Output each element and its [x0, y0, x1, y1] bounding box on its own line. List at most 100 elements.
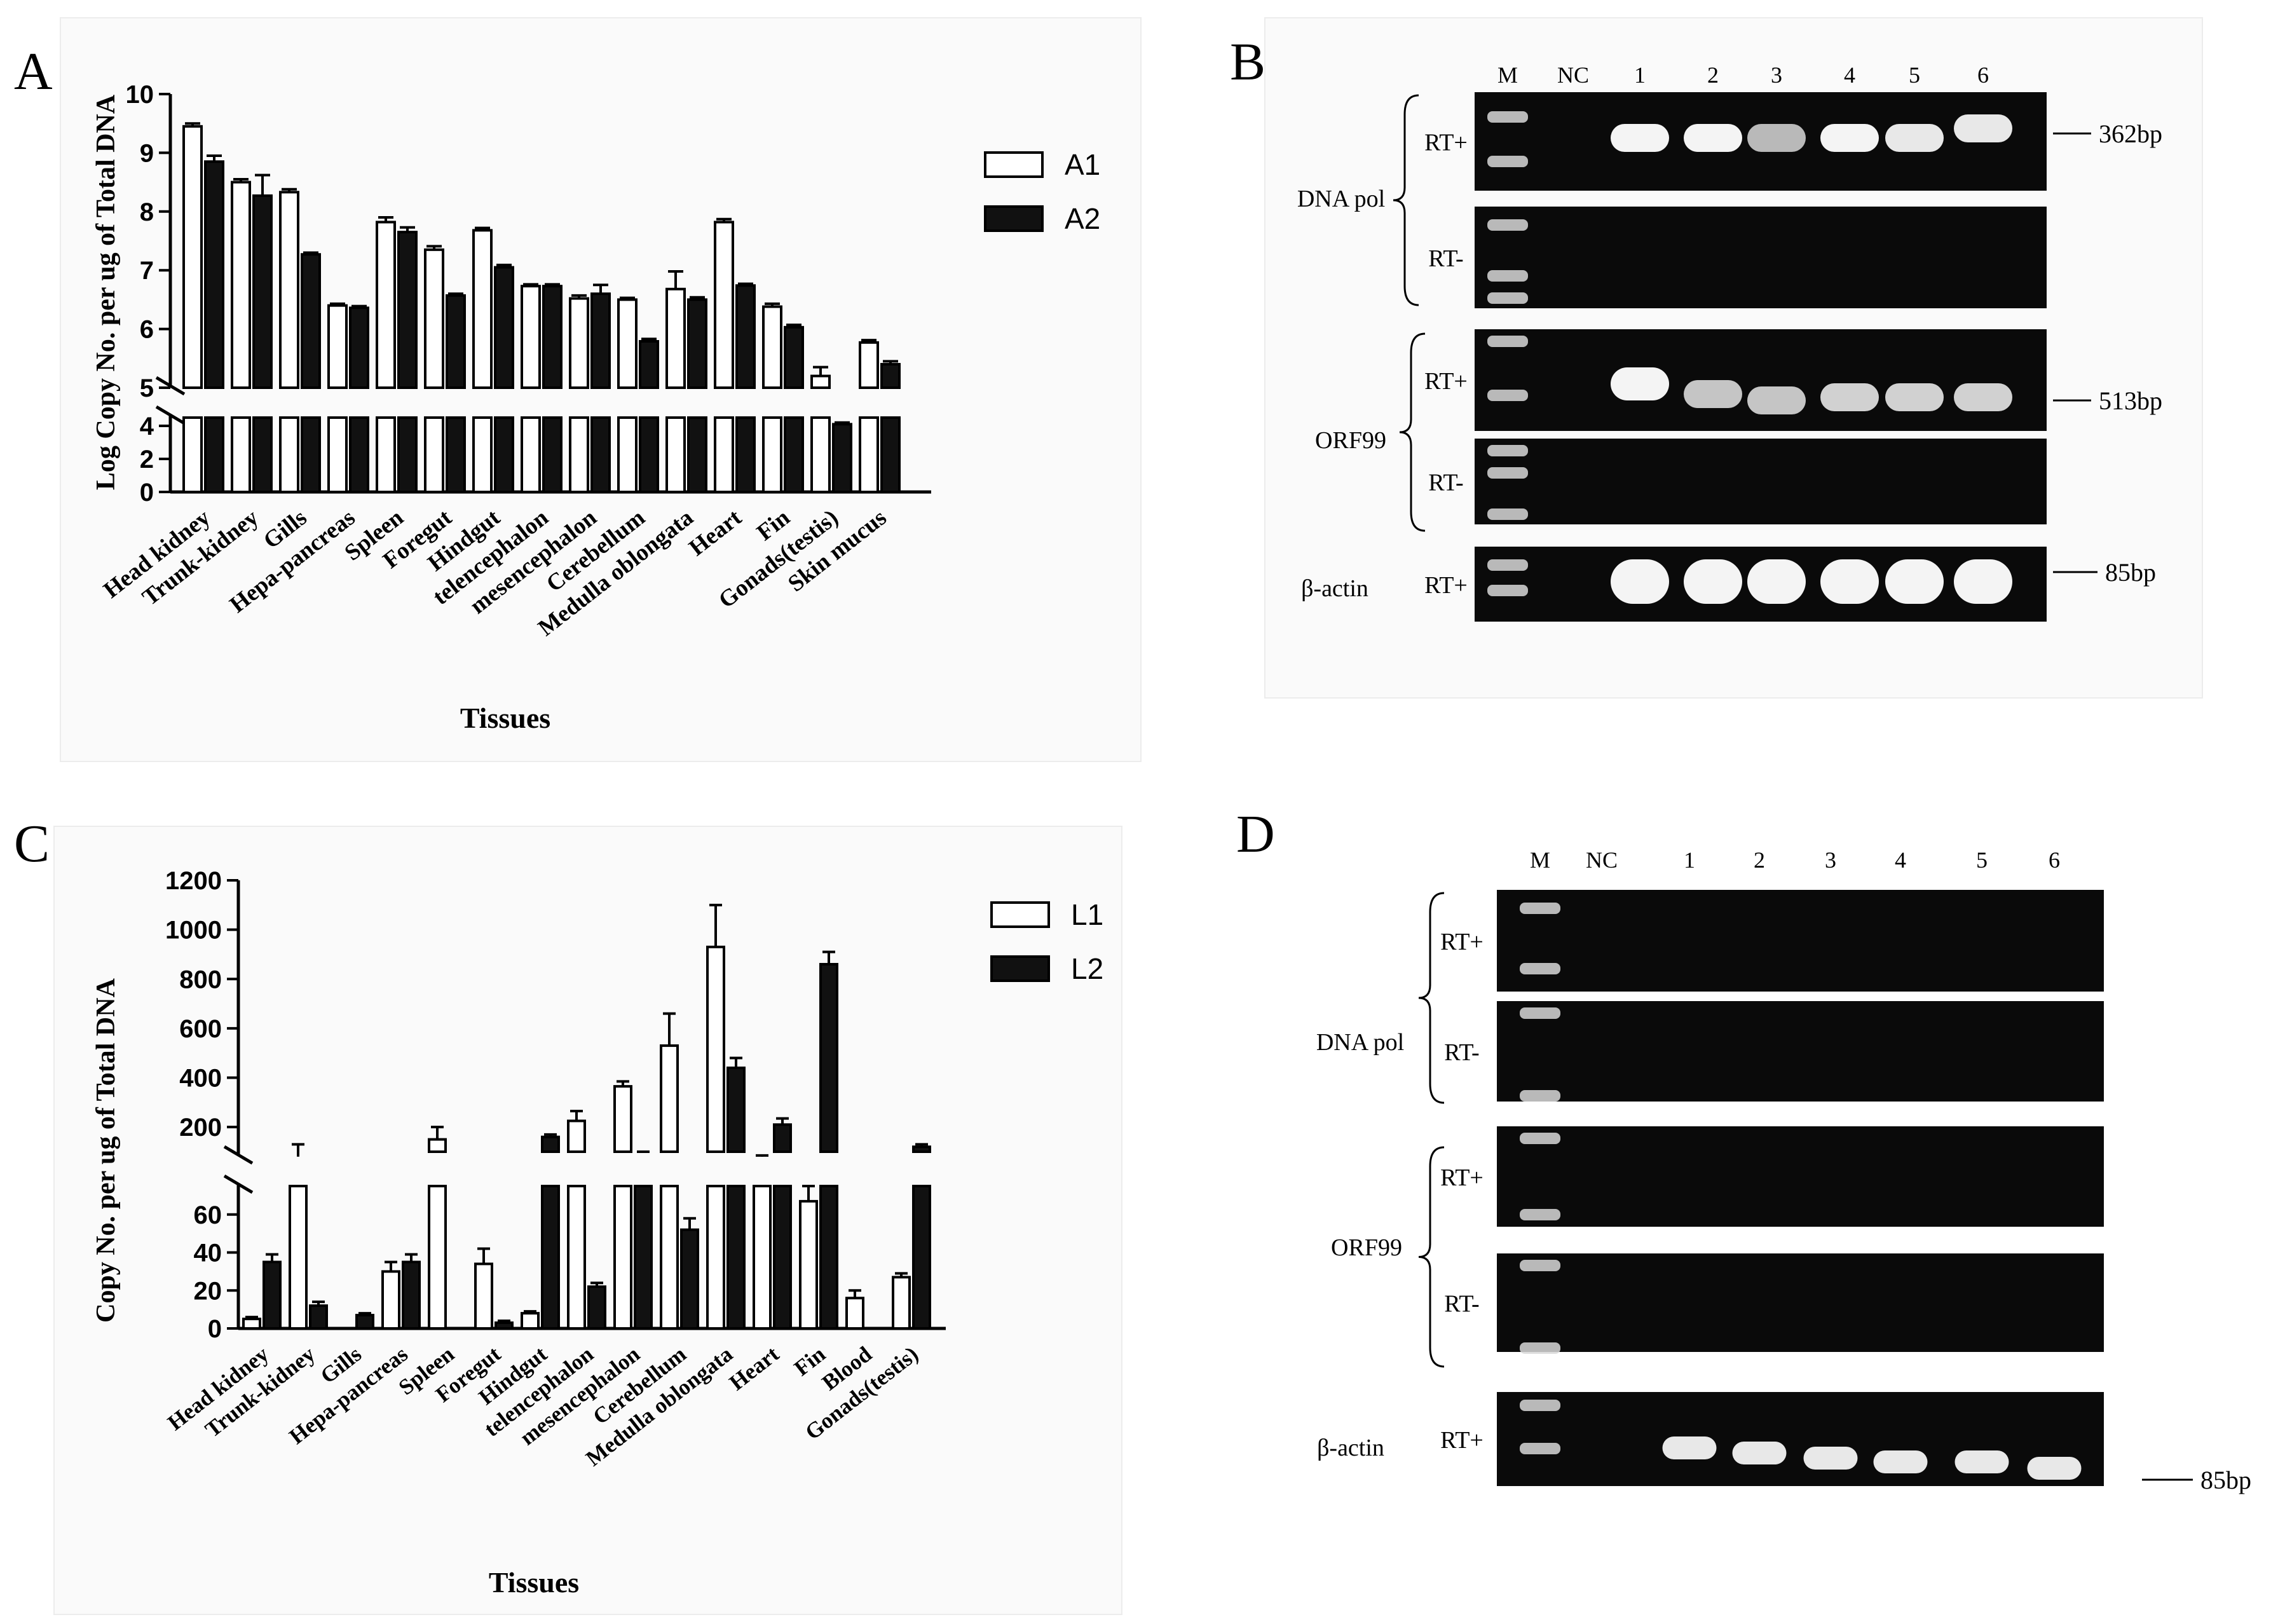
bar-L2: [355, 1314, 374, 1330]
panel-a-letter: A: [14, 42, 53, 101]
gel-strip: [1497, 1001, 2104, 1102]
gel-strip: [1475, 329, 2047, 431]
bar-L1-upper: [567, 1119, 586, 1154]
ladder-band: [1487, 559, 1528, 571]
bar-A1-upper: [182, 125, 203, 389]
bar-L1-upper: [613, 1085, 632, 1154]
lane-label: M: [1530, 847, 1550, 873]
lane-label: M: [1497, 62, 1518, 88]
legend-swatch-A2: [984, 205, 1044, 232]
bar-A1-lower: [182, 416, 203, 493]
dna-band: [1885, 559, 1944, 604]
ladder-band: [1520, 1400, 1560, 1411]
lane-label: 2: [1754, 847, 1765, 873]
y-tick-label: 7: [140, 257, 154, 285]
y-tick-label: 600: [179, 1015, 222, 1043]
dna-band: [1611, 367, 1669, 400]
bar-A2-upper: [204, 160, 224, 389]
panel-b-letter: B: [1230, 32, 1265, 92]
lane-label: 5: [1909, 62, 1920, 88]
group-label: ORF99: [1315, 427, 1386, 454]
bar-A1-lower: [424, 416, 444, 493]
bar-A2-upper: [687, 298, 707, 389]
y-tick-label: 4: [140, 413, 154, 440]
row-label: RT+: [1424, 368, 1468, 395]
y-tick-label: 1000: [165, 917, 222, 945]
legend-swatch-L1: [990, 901, 1050, 928]
bar-A2-lower: [446, 416, 466, 493]
dna-band: [1873, 1450, 1928, 1473]
ladder-band: [1487, 445, 1528, 456]
bar-L2-upper: [726, 1067, 746, 1153]
legend-label-A1: A1: [1065, 148, 1100, 181]
bar-A2-lower: [735, 416, 756, 493]
dna-band: [1747, 559, 1806, 604]
size-marker-label: 362bp: [2099, 119, 2162, 148]
bar-L1-lower: [753, 1185, 772, 1330]
row-label: RT+: [1424, 572, 1468, 599]
bar-A2-upper: [735, 284, 756, 389]
bracket-brace: [1393, 94, 1419, 306]
bar-A1-upper: [376, 221, 396, 389]
ladder-band: [1520, 1090, 1560, 1102]
ladder-band: [1487, 508, 1528, 520]
legend-label-A2: A2: [1065, 202, 1100, 235]
row-label: RT+: [1440, 1427, 1484, 1454]
dna-band: [1747, 386, 1806, 414]
bar-A2-lower: [494, 416, 514, 493]
bar-L2-upper: [819, 962, 838, 1153]
group-label: β-actin: [1301, 575, 1368, 602]
dna-band: [1885, 124, 1944, 152]
bar-L1: [799, 1199, 818, 1330]
bar-A1-upper: [279, 191, 299, 389]
ladder-band: [1487, 156, 1528, 167]
lane-label: 4: [1844, 62, 1855, 88]
y-tick-label: 5: [140, 374, 154, 402]
y-axis-label: Copy No. per ug of Total DNA: [92, 978, 121, 1322]
bar-A1-lower: [665, 416, 686, 493]
dna-band: [1662, 1436, 1717, 1459]
lane-label: 2: [1707, 62, 1719, 88]
bar-L1: [892, 1276, 911, 1330]
bar-A2-lower: [542, 416, 563, 493]
bar-L1: [521, 1312, 540, 1330]
bar-A1-upper: [231, 181, 251, 389]
axis-break-mark: [223, 1174, 254, 1194]
y-tick-label: 8: [140, 198, 154, 226]
ladder-band: [1487, 219, 1528, 231]
bar-A2-lower: [349, 416, 369, 493]
bracket-brace: [1399, 332, 1426, 532]
bar-L2: [587, 1285, 606, 1330]
gel-strip: [1497, 890, 2104, 992]
gel-strip: [1475, 439, 2047, 524]
bar-A1-upper: [810, 374, 831, 390]
bar-A1-lower: [714, 416, 734, 493]
bar-A1-lower: [762, 416, 782, 493]
bar-A2-upper: [397, 231, 418, 390]
legend-swatch-A1: [984, 151, 1044, 178]
bar-A2-upper: [301, 253, 321, 390]
bar-L1-lower: [289, 1185, 308, 1330]
gel-b: M NC 1 2 3 4 5 6 RT+ RT- RT+ RT- RT+ DNA pol ORF99 β-ac…: [1297, 62, 2162, 622]
y-tick-label: 0: [140, 479, 154, 507]
panel-c-letter: C: [14, 814, 50, 873]
y-tick-label: 6: [140, 316, 154, 344]
bar-A1-upper: [424, 248, 444, 389]
lane-label: NC: [1586, 847, 1618, 873]
group-label: DNA pol: [1297, 186, 1385, 212]
legend-label-L2: L2: [1071, 952, 1103, 985]
bar-A2-upper: [590, 292, 611, 389]
ladder-band: [1487, 111, 1528, 123]
bar-L1-lower: [706, 1185, 725, 1330]
dna-band: [1820, 383, 1879, 411]
ladder-band: [1520, 1007, 1560, 1019]
lane-label: 6: [1977, 62, 1989, 88]
bar-L2-upper: [912, 1145, 931, 1153]
ladder-band: [1487, 336, 1528, 347]
bar-L2: [309, 1304, 328, 1330]
ladder-band: [1520, 903, 1560, 914]
gel-strip: [1497, 1253, 2104, 1352]
row-label: RT-: [1428, 245, 1463, 272]
